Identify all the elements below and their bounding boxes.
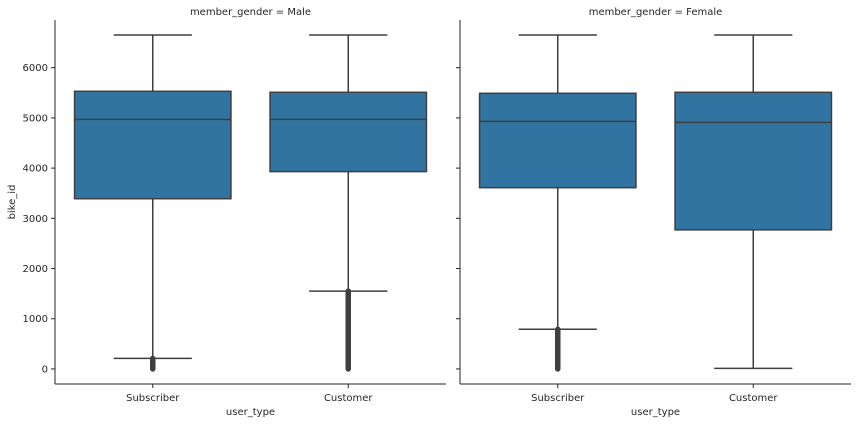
y-tick-label-1000: 1000 <box>23 314 48 325</box>
x-tick-label-0-1: Customer <box>324 393 373 404</box>
x-tick-label-1-1: Customer <box>729 393 778 404</box>
x-axis-label-1: user_type <box>631 407 680 418</box>
x-tick-label-1-0: Subscriber <box>531 393 585 404</box>
panel-title-0: member_gender = Male <box>190 7 311 18</box>
y-tick-label-6000: 6000 <box>23 63 48 74</box>
y-axis-label: bike_id <box>7 185 18 220</box>
box-1-1 <box>674 91 833 231</box>
box-0-0 <box>73 90 232 200</box>
y-tick-label-3000: 3000 <box>23 214 48 225</box>
y-tick-label-4000: 4000 <box>23 164 48 175</box>
panel-title-1: member_gender = Female <box>589 7 723 18</box>
box-0-1 <box>269 91 428 173</box>
box-1-0 <box>478 92 637 189</box>
y-tick-label-0: 0 <box>42 364 48 375</box>
y-tick-label-2000: 2000 <box>23 264 48 275</box>
x-tick-label-0-0: Subscriber <box>126 393 180 404</box>
x-axis-label-0: user_type <box>226 407 275 418</box>
y-tick-label-5000: 5000 <box>23 113 48 124</box>
